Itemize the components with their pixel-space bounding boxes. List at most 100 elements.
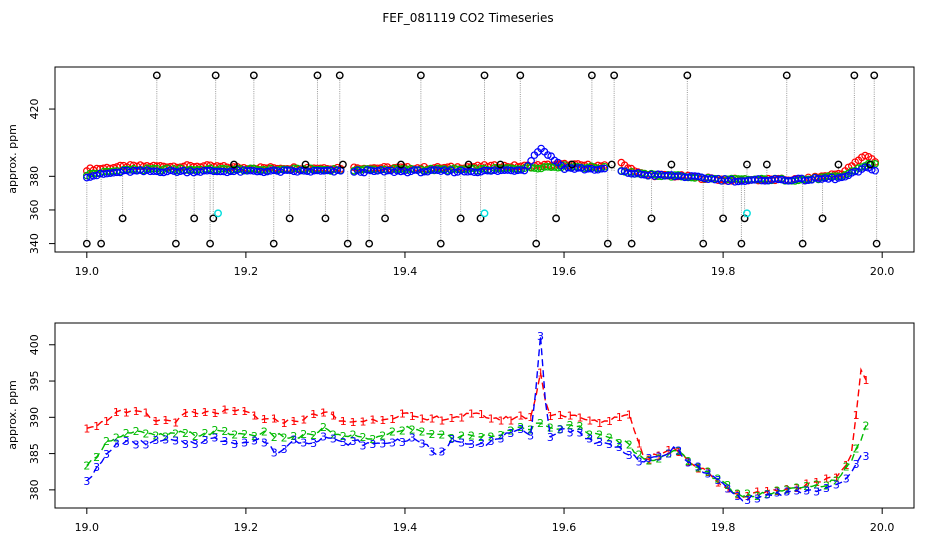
lower-series-red-marker: 1 — [320, 406, 327, 419]
lower-series-red-marker: 1 — [212, 407, 219, 420]
lower-series-red-marker: 1 — [379, 414, 386, 427]
lower-series-green-marker: 2 — [359, 431, 366, 444]
lower-series-green-marker: 2 — [330, 429, 337, 442]
lower-series-green-marker: 2 — [202, 427, 209, 440]
upper-calibration-point — [301, 160, 310, 169]
lower-series-red-marker: 1 — [596, 417, 603, 430]
lower-series-green-marker: 2 — [774, 485, 781, 498]
lower-series-green-marker: 2 — [507, 424, 514, 437]
lower-series-red-marker: 1 — [221, 404, 228, 417]
lower-series-blue-marker: 3 — [665, 448, 672, 461]
chart-title: FEF_081119 CO2 Timeseries — [382, 11, 553, 25]
upper-calibration-point — [762, 160, 771, 169]
upper-calibration-point — [866, 160, 875, 169]
lower-series-blue-marker: 3 — [350, 435, 357, 448]
lower-series-blue-marker: 3 — [389, 437, 396, 450]
lower-series-blue-marker: 3 — [764, 489, 771, 502]
lower-series-blue-marker: 3 — [793, 484, 800, 497]
lower-series-green-marker: 2 — [636, 449, 643, 462]
lower-series-blue-marker: 3 — [261, 437, 268, 450]
lower-series-green-marker: 2 — [833, 475, 840, 488]
lower-series-green-marker: 2 — [162, 430, 169, 443]
lower-series-green-marker: 2 — [281, 431, 288, 444]
lower-series-blue-marker: 3 — [330, 432, 337, 445]
upper-calibration-point — [587, 71, 596, 80]
lower-series-blue-marker: 3 — [636, 455, 643, 468]
lower-series-red-marker: 1 — [853, 409, 860, 422]
lower-series-blue-line — [86, 335, 867, 502]
lower-series-blue-marker: 3 — [527, 430, 534, 443]
lower-series-green-marker: 2 — [340, 430, 347, 443]
upper-calibration-point — [381, 214, 389, 223]
upper-calibration-point — [834, 160, 843, 169]
upper-blue-point — [600, 164, 609, 173]
lower-series-red-marker: 1 — [438, 414, 445, 427]
lower-series-red-marker: 1 — [251, 409, 258, 422]
lower-data-layer: 1 1 11 1 1 11 1 11 1 1 1 1 1 1 1 1 1 1 1 1 1 1 1 1 1 1 1 1 1 1 1 1 1 1 1 1 1… — [83, 330, 869, 507]
upper-calibration-point — [82, 239, 91, 248]
upper-calibration-point — [480, 71, 489, 80]
upper-calibration-point — [532, 239, 541, 248]
upper-calibration-point — [206, 239, 214, 248]
lower-series-red-marker: 1 — [823, 472, 830, 485]
lower-series-blue-marker: 3 — [192, 438, 199, 451]
upper-blue-point — [871, 166, 879, 175]
lower-series-red-marker: 1 — [468, 408, 475, 421]
upper-blue-point — [837, 173, 846, 182]
lower-series-red-marker: 1 — [340, 415, 347, 428]
lower-series-red-marker: 1 — [675, 446, 682, 459]
upper-calibration-point — [798, 239, 807, 248]
lower-series-red-marker: 1 — [754, 486, 761, 499]
lower-series-blue-marker: 3 — [606, 438, 613, 451]
lower-series-red-marker: 1 — [527, 411, 534, 424]
lower-series-green-marker: 2 — [271, 431, 278, 444]
lower-series-blue-marker: 3 — [93, 461, 100, 474]
lower-series-blue-marker: 3 — [340, 436, 347, 449]
upper-blue-point — [383, 166, 392, 175]
lower-series-blue-marker: 3 — [221, 435, 228, 448]
lower-series-blue-marker: 3 — [537, 330, 544, 343]
upper-calibration-point — [152, 71, 161, 80]
upper-calibration-point — [365, 239, 374, 248]
upper-blue-point — [86, 173, 94, 181]
lower-series-red-marker: 1 — [133, 405, 140, 418]
lower-series-blue-marker: 3 — [705, 468, 712, 481]
upper-calibration-point — [683, 71, 692, 80]
lower-series-red-marker: 1 — [369, 413, 376, 426]
lower-series-green-marker: 2 — [606, 432, 613, 445]
upper-blue-point — [450, 168, 459, 177]
upper-green-point — [533, 164, 542, 173]
upper-calibration-point — [647, 214, 656, 223]
upper-calibration-point — [339, 160, 347, 169]
lower-x-tick-label: 19.4 — [393, 521, 418, 534]
upper-x-tick-label: 20.0 — [870, 265, 895, 278]
lower-series-green-marker: 2 — [221, 425, 228, 438]
upper-axes: 19.0 19.2 19.4 19.6 19.8 20.0 340 360 380 420 — [28, 99, 894, 278]
lower-series-blue-marker: 3 — [320, 430, 327, 443]
lower-y-tick-label: 400 — [28, 334, 41, 355]
upper-calibration-point — [850, 71, 859, 80]
lower-series-green-marker: 2 — [251, 430, 258, 443]
lower-series-green-marker: 2 — [448, 432, 455, 445]
lower-series-red-marker: 1 — [152, 415, 159, 428]
lower-series-green-marker: 2 — [517, 421, 524, 434]
lower-series-green-marker: 2 — [488, 430, 495, 443]
lower-series-green-marker: 2 — [379, 429, 386, 442]
upper-calibration-point — [627, 239, 636, 248]
upper-blue-point — [159, 168, 168, 177]
upper-blue-point — [574, 164, 582, 172]
lower-series-green-marker: 2 — [261, 425, 268, 438]
upper-blue-point — [851, 167, 859, 176]
lower-series-blue-marker: 3 — [399, 436, 406, 449]
upper-calibration-point — [171, 239, 180, 248]
lower-series-green-marker: 2 — [231, 429, 238, 442]
lower-series-red-marker: 1 — [350, 416, 357, 429]
lower-series-blue-marker: 3 — [103, 448, 110, 461]
upper-x-tick-label: 19.0 — [75, 265, 100, 278]
lower-series-blue-marker: 3 — [458, 436, 465, 449]
lower-series-green-marker: 2 — [784, 483, 791, 496]
upper-blue-point — [270, 166, 278, 174]
upper-x-tick-label: 19.4 — [393, 265, 418, 278]
lower-x-tick-label: 19.8 — [711, 521, 736, 534]
